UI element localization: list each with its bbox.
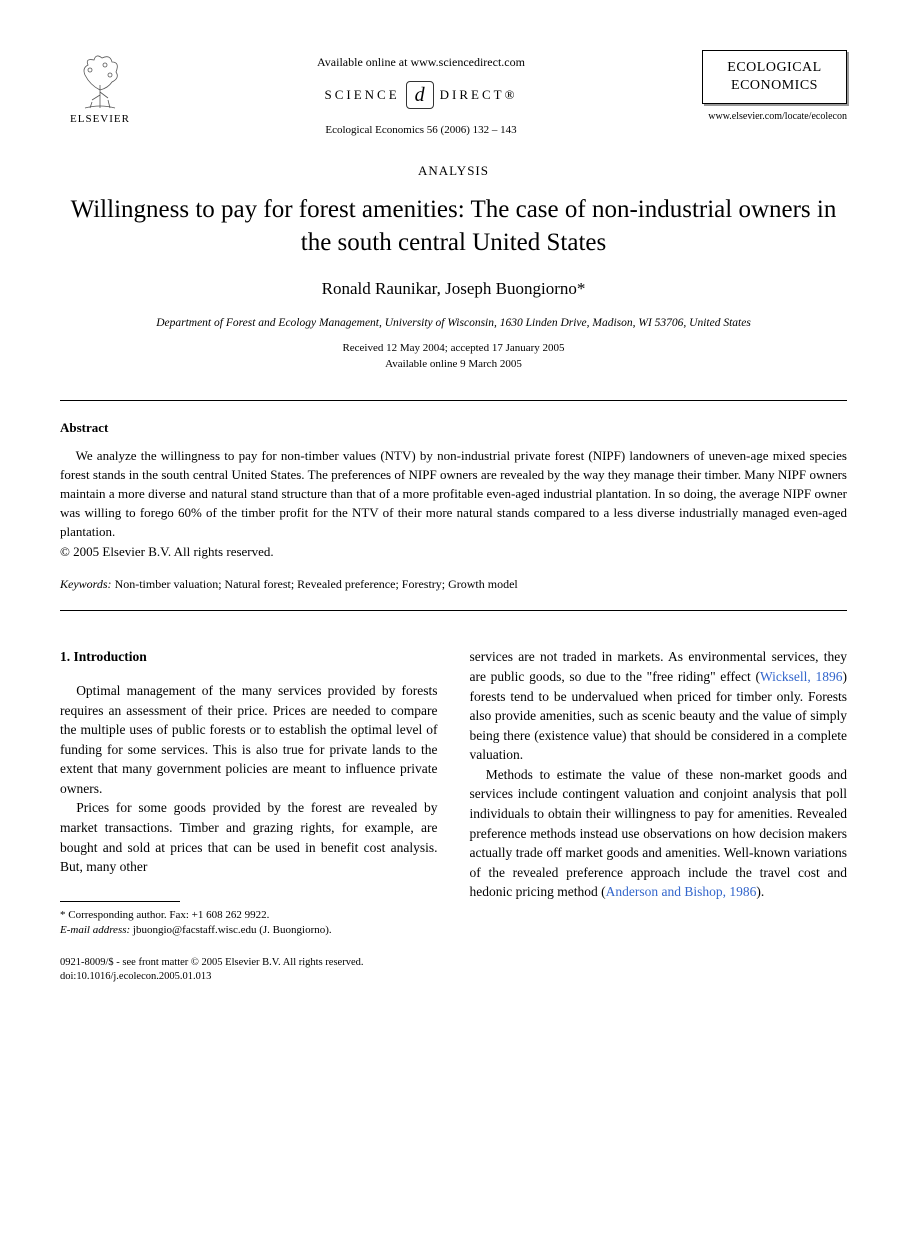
journal-url: www.elsevier.com/locate/ecolecon (702, 110, 847, 124)
divider-bottom (60, 610, 847, 611)
science-direct-logo: SCIENCE d DIRECT® (325, 81, 518, 109)
available-online-text: Available online at www.sciencedirect.co… (140, 54, 702, 71)
text-run: ). (756, 884, 764, 899)
email-value: jbuongio@facstaff.wisc.edu (J. Buongiorn… (130, 924, 331, 936)
abstract-body: We analyze the willingness to pay for no… (60, 447, 847, 541)
body-paragraph: Optimal management of the many services … (60, 681, 438, 798)
elsevier-logo: ELSEVIER (60, 50, 140, 127)
left-column: 1. Introduction Optimal management of th… (60, 647, 438, 938)
email-note: E-mail address: jbuongio@facstaff.wisc.e… (60, 923, 438, 938)
right-column: services are not traded in markets. As e… (470, 647, 848, 938)
journal-branding: ECOLOGICAL ECONOMICS www.elsevier.com/lo… (702, 50, 847, 124)
page-footer: 0921-8009/$ - see front matter © 2005 El… (60, 956, 847, 983)
dates-online: Available online 9 March 2005 (60, 357, 847, 372)
journal-name-l2: ECONOMICS (713, 77, 836, 95)
keywords-values: Non-timber valuation; Natural forest; Re… (112, 577, 518, 591)
keywords-line: Keywords: Non-timber valuation; Natural … (60, 576, 847, 593)
page-header: ELSEVIER Available online at www.science… (60, 50, 847, 138)
section-heading-introduction: 1. Introduction (60, 647, 438, 667)
footer-front-matter: 0921-8009/$ - see front matter © 2005 El… (60, 956, 847, 970)
article-title: Willingness to pay for forest amenities:… (60, 194, 847, 259)
elsevier-label: ELSEVIER (70, 112, 130, 127)
citation-line: Ecological Economics 56 (2006) 132 – 143 (140, 123, 702, 138)
elsevier-tree-icon (70, 50, 130, 110)
footer-doi: doi:10.1016/j.ecolecon.2005.01.013 (60, 970, 847, 984)
article-type-label: ANALYSIS (60, 162, 847, 180)
body-paragraph: Prices for some goods provided by the fo… (60, 798, 438, 876)
sd-left: SCIENCE (325, 86, 400, 104)
dates-received: Received 12 May 2004; accepted 17 Januar… (60, 341, 847, 356)
citation-link[interactable]: Anderson and Bishop, 1986 (606, 884, 757, 899)
text-run: Methods to estimate the value of these n… (470, 767, 848, 899)
sd-right: DIRECT® (440, 86, 518, 104)
body-paragraph: services are not traded in markets. As e… (470, 647, 848, 764)
journal-name-l1: ECOLOGICAL (713, 59, 836, 77)
article-dates: Received 12 May 2004; accepted 17 Januar… (60, 341, 847, 372)
affiliation: Department of Forest and Ecology Managem… (60, 315, 847, 331)
keywords-label: Keywords: (60, 577, 112, 591)
author-list: Ronald Raunikar, Joseph Buongiorno* (60, 277, 847, 301)
citation-link[interactable]: Wicksell, 1896 (760, 669, 843, 684)
sd-finger-icon: d (406, 81, 434, 109)
abstract-heading: Abstract (60, 419, 847, 437)
corresponding-author-note: * Corresponding author. Fax: +1 608 262 … (60, 908, 438, 923)
email-label: E-mail address: (60, 924, 130, 936)
footnote-separator (60, 901, 180, 902)
two-column-body: 1. Introduction Optimal management of th… (60, 647, 847, 938)
abstract-copyright: © 2005 Elsevier B.V. All rights reserved… (60, 543, 847, 561)
body-paragraph: Methods to estimate the value of these n… (470, 765, 848, 902)
journal-title-box: ECOLOGICAL ECONOMICS (702, 50, 847, 104)
header-center: Available online at www.sciencedirect.co… (140, 50, 702, 138)
divider-top (60, 400, 847, 401)
